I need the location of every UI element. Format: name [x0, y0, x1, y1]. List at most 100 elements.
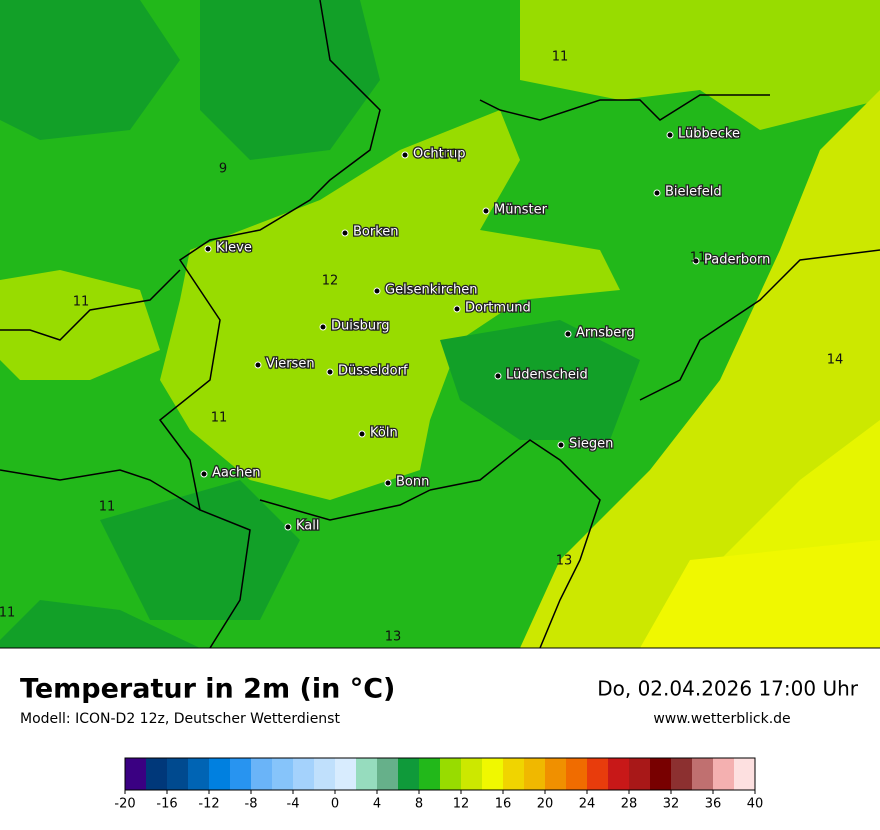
colorbar-tick-label: 0 — [331, 797, 339, 812]
city-dot — [494, 372, 502, 380]
temp-zone — [160, 110, 620, 500]
temp-zone — [440, 320, 640, 440]
contour-label: 12 — [322, 274, 339, 289]
colorbar-swatch — [251, 758, 272, 790]
city-dot — [453, 305, 461, 313]
city-dot — [319, 323, 327, 331]
colorbar-swatch — [650, 758, 671, 790]
colorbar-swatch — [230, 758, 251, 790]
city-label: Köln — [370, 426, 398, 441]
contour-label: 11 — [442, 148, 459, 163]
colorbar-tick-label: 12 — [453, 797, 470, 812]
city-dot — [401, 151, 409, 159]
city-dot — [254, 361, 262, 369]
country-border — [0, 269, 181, 341]
city-label: Borken — [353, 225, 399, 240]
colorbar-swatch — [713, 758, 734, 790]
colorbar-swatch — [419, 758, 440, 790]
city-label: Duisburg — [331, 319, 390, 334]
city-label: Kall — [296, 519, 320, 534]
city-dot — [384, 479, 392, 487]
colorbar-swatch — [734, 758, 755, 790]
temp-zone — [100, 480, 300, 620]
city-label: Viersen — [266, 357, 315, 372]
colorbar-swatch — [671, 758, 692, 790]
colorbar-tick-label: -16 — [156, 797, 177, 812]
contour-label: 14 — [827, 353, 844, 368]
city-label: Dortmund — [465, 301, 531, 316]
city-label: Arnsberg — [576, 326, 635, 341]
colorbar-swatch — [146, 758, 167, 790]
colorbar-swatch — [440, 758, 461, 790]
city-dot — [557, 441, 565, 449]
temp-zone — [0, 600, 200, 648]
city-label: Bonn — [396, 475, 429, 490]
city-dot — [341, 229, 349, 237]
city-dot — [653, 189, 661, 197]
colorbar-swatch — [461, 758, 482, 790]
colorbar-swatch — [272, 758, 293, 790]
city-label: Paderborn — [704, 253, 770, 268]
city-label: Gelsenkirchen — [385, 283, 478, 298]
city-label: Lüdenscheid — [506, 368, 588, 383]
state-border — [429, 439, 601, 649]
colorbar-tick-label: -8 — [245, 797, 258, 812]
colorbar-swatch — [587, 758, 608, 790]
colorbar-swatch — [377, 758, 398, 790]
colorbar-swatch — [125, 758, 146, 790]
city-dot — [666, 131, 674, 139]
colorbar-swatch — [398, 758, 419, 790]
subtitle: Modell: ICON-D2 12z, Deutscher Wetterdie… — [20, 711, 340, 727]
contour-label: 11 — [552, 50, 569, 65]
city-label: Lübbecke — [678, 127, 740, 142]
state-border — [259, 489, 431, 521]
city-dot — [326, 368, 334, 376]
colorbar-tick-label: 32 — [663, 797, 680, 812]
colorbar-tick-label: -12 — [198, 797, 219, 812]
city-label: Düsseldorf — [338, 364, 408, 379]
title: Temperatur in 2m (in °C) — [20, 674, 395, 705]
city-dot — [204, 245, 212, 253]
temp-zone — [0, 270, 160, 380]
datetime: Do, 02.04.2026 17:00 Uhr — [597, 677, 859, 701]
colorbar-tick-label: 36 — [705, 797, 722, 812]
city-label: Bielefeld — [665, 185, 722, 200]
state-border — [639, 249, 880, 401]
city-dot — [692, 257, 700, 265]
city-dot — [373, 287, 381, 295]
colorbar-tick-label: 16 — [495, 797, 512, 812]
temp-zone — [640, 540, 880, 648]
contour-label: 11 — [690, 251, 707, 266]
website: www.wetterblick.de — [653, 711, 790, 727]
city-dot — [284, 523, 292, 531]
contour-label: 11 — [211, 411, 228, 426]
colorbar-tick-label: 24 — [579, 797, 596, 812]
colorbar-swatch — [335, 758, 356, 790]
borders — [0, 0, 880, 649]
colorbar-swatch — [314, 758, 335, 790]
city-dot — [358, 430, 366, 438]
colorbar-swatch — [608, 758, 629, 790]
city-label: Aachen — [212, 466, 260, 481]
city-label: Kleve — [216, 241, 252, 256]
colorbar-swatch — [209, 758, 230, 790]
city-label: Ochtrup — [413, 147, 466, 162]
colorbar-tick-label: 4 — [373, 797, 381, 812]
temp-zone — [520, 0, 880, 130]
colorbar-swatch — [167, 758, 188, 790]
city-dot — [482, 207, 490, 215]
colorbar-frame — [124, 757, 756, 791]
city-dot — [200, 470, 208, 478]
colorbar-swatch — [524, 758, 545, 790]
colorbar-tick-label: 8 — [415, 797, 423, 812]
colorbar-tick-label: 20 — [537, 797, 554, 812]
colorbar-tick-label: -20 — [114, 797, 135, 812]
country-border — [0, 469, 201, 511]
contour-label: 9 — [219, 162, 227, 177]
colorbar-swatch — [503, 758, 524, 790]
contour-label: 13 — [556, 554, 573, 569]
contour-label: 13 — [385, 630, 402, 645]
temp-zone — [0, 0, 180, 140]
colorbar-swatch — [629, 758, 650, 790]
